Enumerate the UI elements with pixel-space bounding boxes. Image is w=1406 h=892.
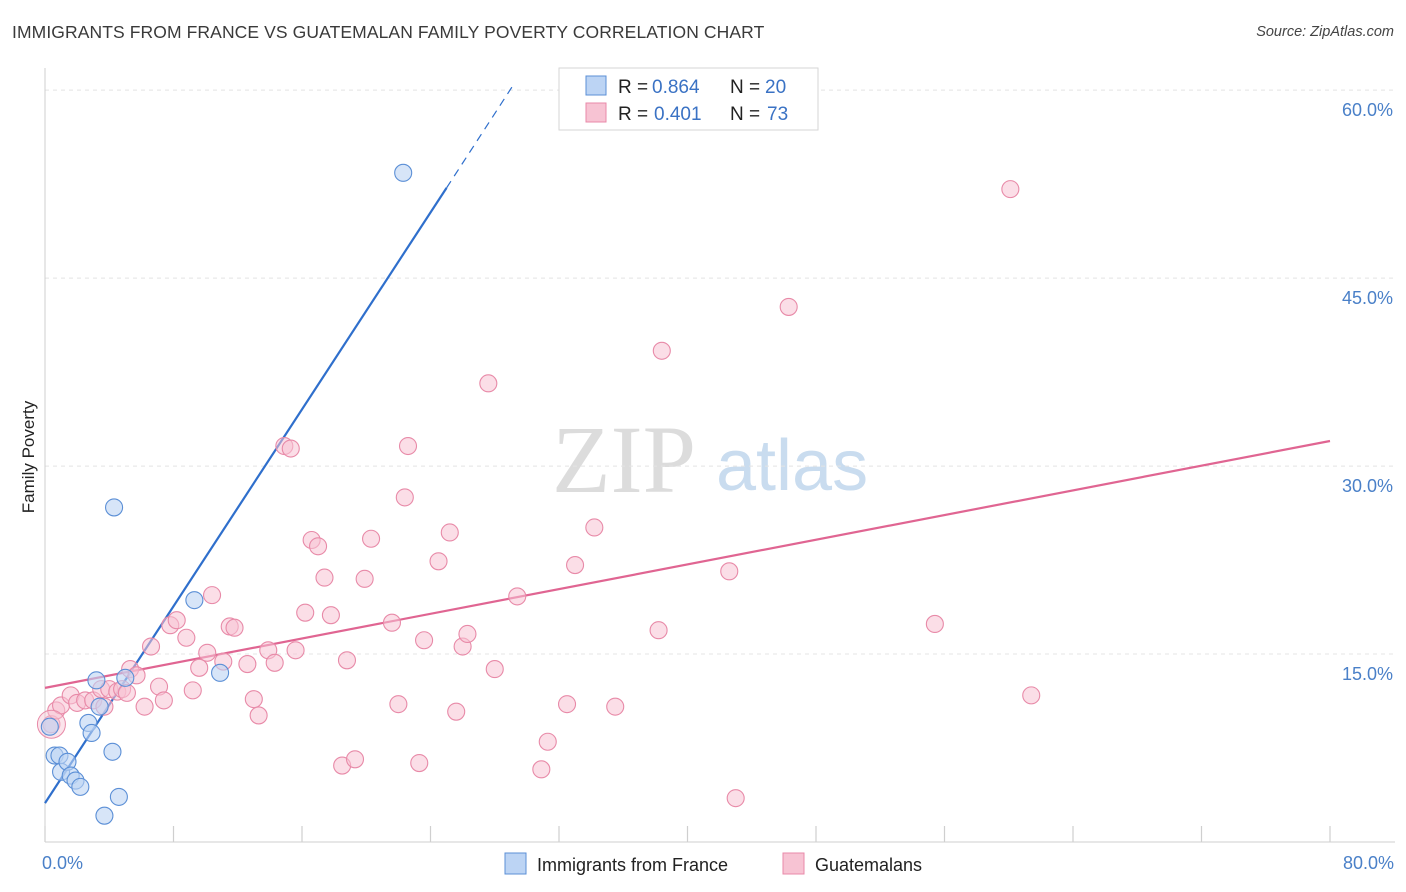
point-guatemalans-51	[410, 754, 429, 773]
point-france-15	[109, 787, 128, 806]
point-guatemalans-48	[389, 695, 408, 714]
point-guatemalans-53	[429, 552, 448, 571]
point-guatemalans-15	[135, 697, 154, 716]
series-legend-swatch-guatemalans	[782, 852, 805, 875]
y-tick-label-60: 60.0%	[1342, 100, 1393, 120]
point-guatemalans-55	[447, 702, 466, 721]
point-guatemalans-41	[321, 606, 340, 625]
point-guatemalans-67	[649, 621, 668, 640]
point-guatemalans-68	[652, 341, 671, 360]
point-guatemalans-40	[315, 568, 334, 587]
point-france-19	[394, 163, 413, 182]
trend-line-guatemalans	[44, 439, 1331, 689]
point-guatemalans-30	[244, 690, 263, 709]
watermark-zip: ZIP	[552, 406, 696, 513]
point-guatemalans-60	[508, 587, 527, 606]
point-guatemalans-29	[238, 655, 257, 674]
point-guatemalans-37	[296, 603, 315, 622]
point-guatemalans-70	[726, 789, 745, 808]
point-france-13	[103, 742, 122, 761]
point-guatemalans-61	[532, 760, 551, 779]
point-france-9	[82, 723, 101, 743]
point-guatemalans-52	[415, 631, 434, 650]
stats-legend: R = 0.864 N = 20 R = 0.401 N = 73	[558, 67, 819, 131]
data-points	[36, 163, 1041, 825]
point-guatemalans-36	[286, 641, 305, 660]
point-guatemalans-59	[485, 660, 504, 679]
legend-swatch-guatemalans	[585, 102, 607, 123]
point-france-14	[105, 498, 124, 517]
point-guatemalans-45	[355, 569, 374, 588]
point-guatemalans-65	[585, 518, 604, 537]
point-guatemalans-66	[606, 697, 625, 716]
point-guatemalans-54	[440, 523, 459, 542]
legend-n-value-guatemalans: 73	[767, 104, 788, 125]
point-guatemalans-72	[925, 614, 944, 634]
legend-r-value-guatemalans: 0.401	[654, 104, 702, 125]
point-france-7	[71, 777, 90, 796]
axes	[44, 68, 1395, 843]
trend-lines	[44, 83, 1331, 804]
point-guatemalans-63	[557, 695, 577, 714]
point-guatemalans-18	[154, 691, 173, 710]
point-guatemalans-47	[382, 613, 402, 632]
trend-line-france-extension	[446, 83, 515, 189]
y-tick-label-30: 30.0%	[1342, 476, 1393, 496]
series-legend-label-guatemalans: Guatemalans	[815, 855, 922, 875]
series-legend: Immigrants from France Guatemalans	[504, 852, 922, 875]
point-guatemalans-58	[479, 374, 498, 393]
point-guatemalans-74	[1022, 686, 1041, 705]
chart-title: IMMIGRANTS FROM FRANCE VS GUATEMALAN FAM…	[12, 22, 765, 42]
series-legend-label-france: Immigrants from France	[537, 855, 728, 875]
x-tick-label-min: 0.0%	[42, 853, 83, 873]
trend-line-france	[44, 187, 448, 804]
point-guatemalans-25	[203, 586, 222, 605]
point-guatemalans-31	[249, 706, 268, 725]
y-tick-label-45: 45.0%	[1342, 288, 1393, 308]
point-guatemalans-35	[281, 439, 300, 458]
point-guatemalans-16	[141, 637, 161, 656]
point-guatemalans-20	[167, 611, 186, 630]
point-guatemalans-24	[198, 643, 217, 662]
point-france-16	[116, 668, 135, 687]
point-guatemalans-69	[720, 562, 739, 581]
y-tick-label-15: 15.0%	[1342, 664, 1393, 684]
point-guatemalans-12	[117, 683, 136, 702]
legend-n-label-france: N =	[730, 77, 760, 98]
point-guatemalans-28	[225, 618, 244, 637]
legend-r-value-france: 0.864	[652, 77, 700, 98]
point-guatemalans-46	[362, 529, 381, 548]
point-guatemalans-39	[309, 537, 328, 556]
point-guatemalans-22	[183, 681, 202, 700]
source-label: Source: ZipAtlas.com	[1256, 24, 1394, 40]
point-france-12	[95, 806, 114, 825]
point-guatemalans-43	[337, 651, 357, 670]
point-france-0	[40, 717, 59, 736]
series-legend-swatch-france	[504, 852, 527, 875]
legend-r-label-france: R =	[618, 77, 648, 98]
point-guatemalans-49	[395, 488, 414, 507]
point-guatemalans-73	[1001, 180, 1020, 199]
point-guatemalans-50	[398, 436, 418, 456]
point-france-17	[185, 591, 204, 610]
point-guatemalans-57	[458, 624, 477, 644]
legend-r-label-guatemalans: R =	[618, 104, 648, 125]
point-guatemalans-21	[177, 628, 196, 647]
legend-swatch-france	[585, 75, 607, 96]
point-france-10	[87, 671, 106, 690]
grid-lines	[45, 89, 1395, 655]
point-guatemalans-64	[566, 556, 585, 575]
point-guatemalans-33	[265, 653, 284, 672]
legend-n-label-guatemalans: N =	[730, 104, 760, 125]
point-france-11	[90, 697, 109, 716]
point-guatemalans-44	[345, 750, 365, 769]
x-tick-label-max: 80.0%	[1343, 853, 1394, 873]
point-france-18	[211, 663, 230, 682]
y-axis-label: Family Poverty	[19, 400, 38, 513]
point-guatemalans-71	[779, 297, 798, 316]
legend-n-value-france: 20	[765, 77, 786, 98]
point-guatemalans-23	[190, 658, 209, 677]
point-guatemalans-62	[538, 732, 557, 751]
